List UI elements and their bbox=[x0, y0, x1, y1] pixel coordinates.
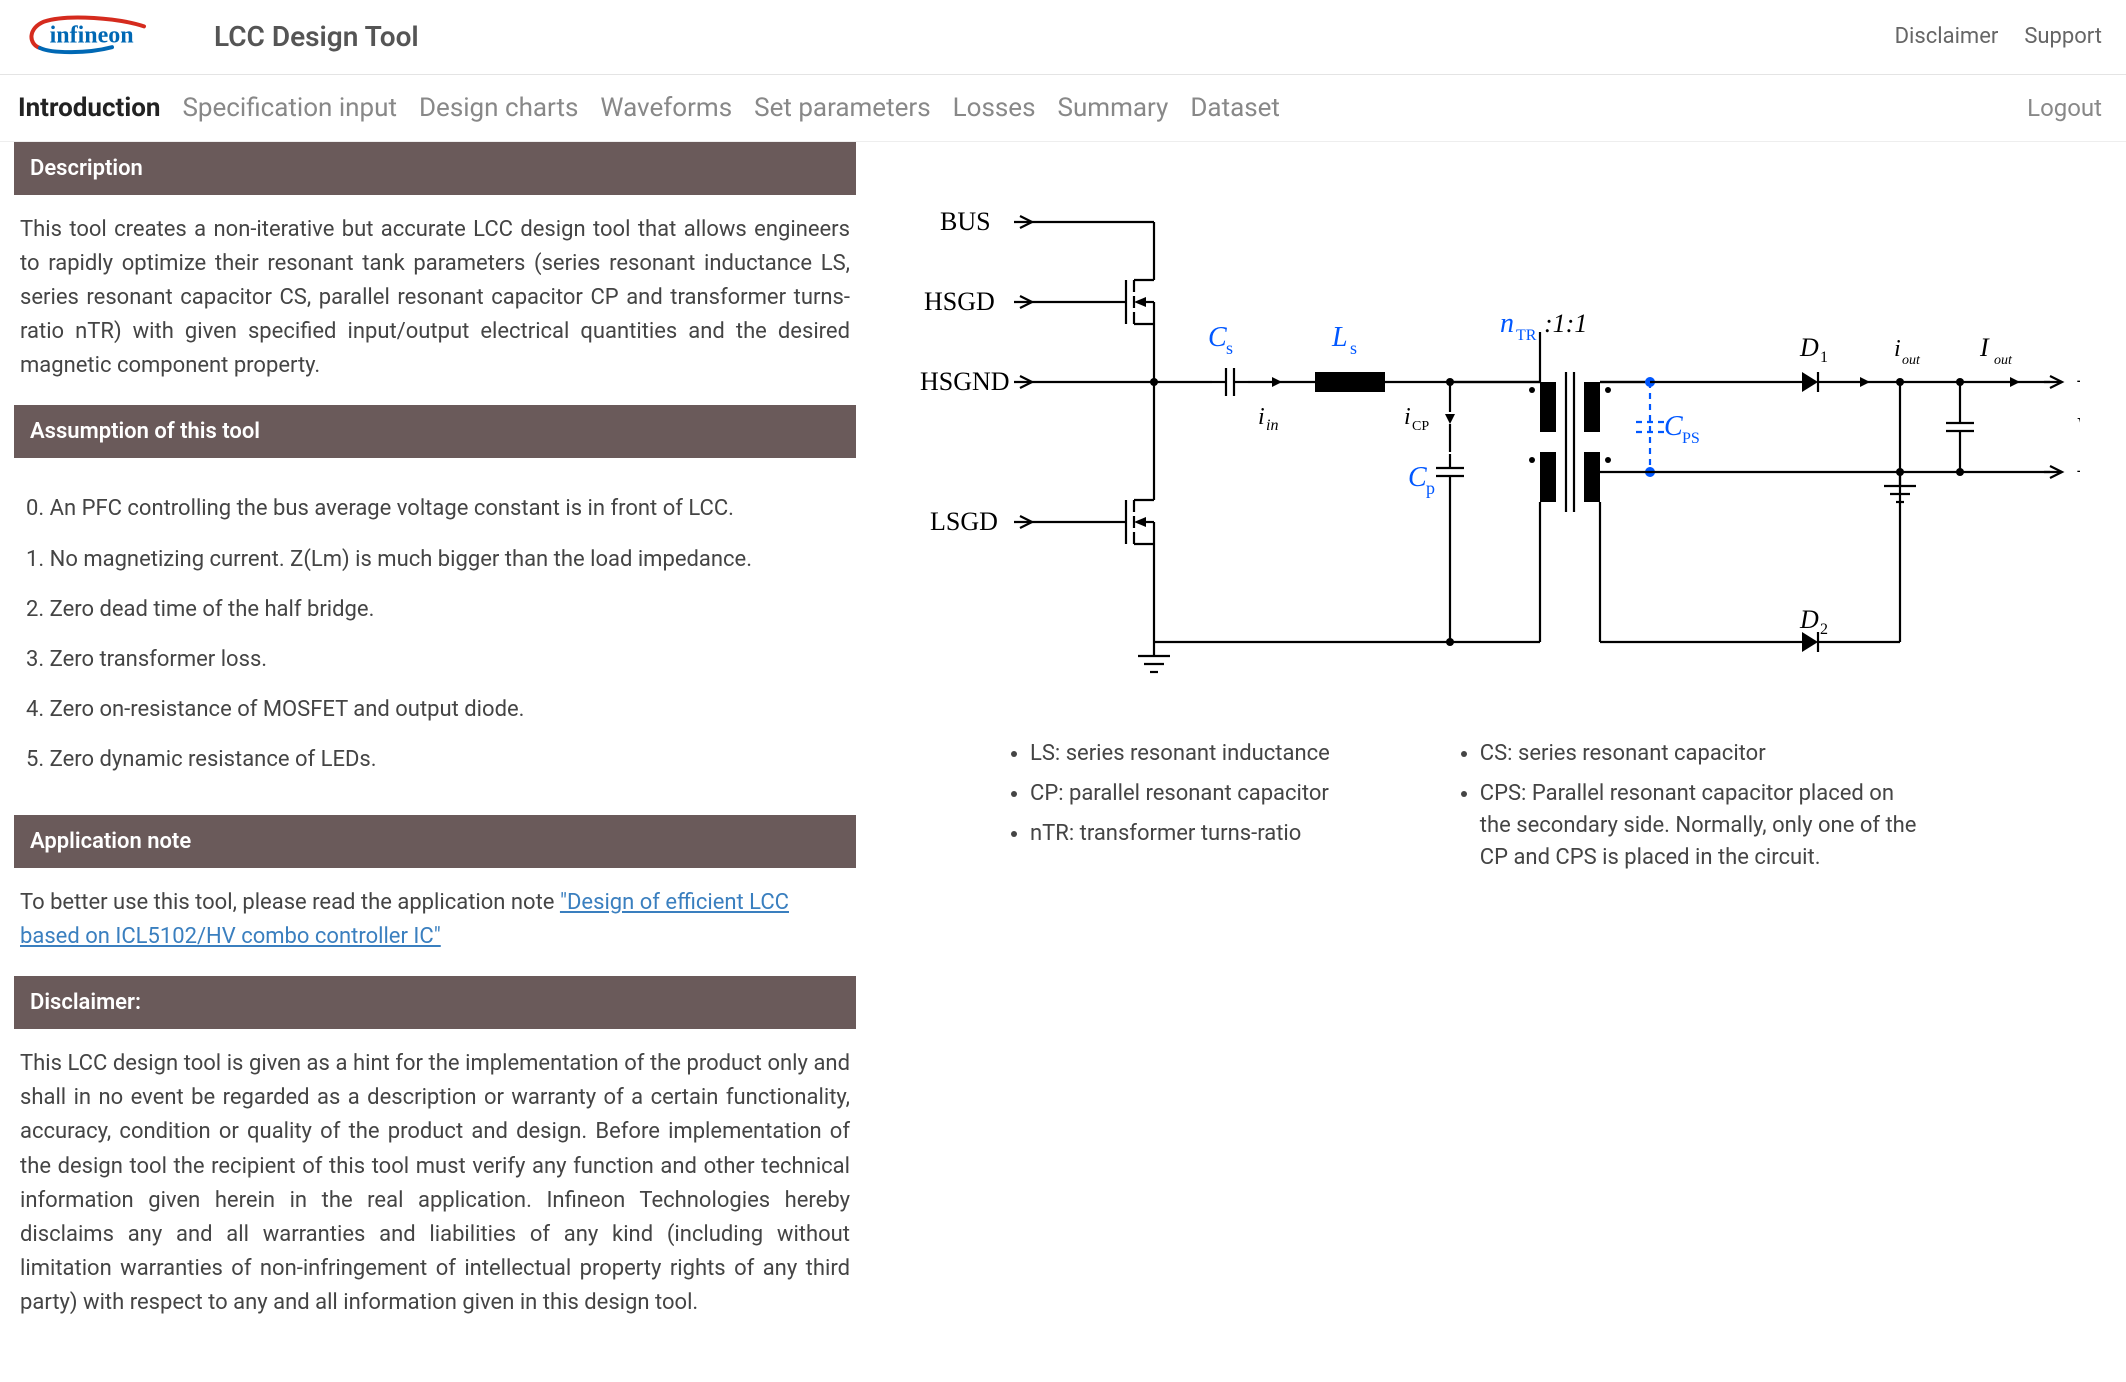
tab-design-charts[interactable]: Design charts bbox=[419, 93, 578, 123]
svg-text:LSGD: LSGD bbox=[930, 507, 998, 536]
svg-text:+: + bbox=[2076, 367, 2080, 396]
disclaimer-header: Disclaimer: bbox=[14, 976, 856, 1029]
svg-text:D: D bbox=[1799, 605, 1819, 634]
svg-text:L: L bbox=[1331, 322, 1348, 353]
svg-text:HSGND: HSGND bbox=[920, 367, 1010, 396]
svg-text:PS: PS bbox=[1682, 430, 1700, 447]
disclaimer-body: This LCC design tool is given as a hint … bbox=[14, 1029, 856, 1342]
tab-losses[interactable]: Losses bbox=[953, 93, 1036, 123]
svg-text:p: p bbox=[1426, 478, 1435, 498]
svg-text:2: 2 bbox=[1820, 621, 1828, 638]
svg-text:D: D bbox=[1799, 333, 1819, 362]
svg-text:C: C bbox=[1664, 411, 1683, 442]
app-note-prefix: To better use this tool, please read the… bbox=[20, 890, 560, 915]
header-left: infineon LCC Design Tool bbox=[24, 12, 419, 60]
assumption-item: 5. Zero dynamic resistance of LEDs. bbox=[26, 743, 850, 777]
svg-text:HSGD: HSGD bbox=[924, 287, 995, 316]
svg-text:out: out bbox=[1994, 353, 2013, 368]
top-header: infineon LCC Design Tool Disclaimer Supp… bbox=[0, 0, 2126, 75]
right-column: BUSHSGDHSGNDLSGDCsiinLsiCPCpnTR:1:1CPSD1… bbox=[910, 142, 2126, 1342]
svg-text::1:1: :1:1 bbox=[1544, 309, 1587, 338]
logout-link[interactable]: Logout bbox=[2027, 94, 2102, 122]
svg-text:i: i bbox=[1404, 404, 1411, 430]
left-column: Description This tool creates a non-iter… bbox=[0, 142, 870, 1342]
tab-summary[interactable]: Summary bbox=[1058, 93, 1169, 123]
tab-introduction[interactable]: Introduction bbox=[18, 93, 160, 123]
app-note-header: Application note bbox=[14, 815, 856, 868]
svg-text:infineon: infineon bbox=[50, 22, 134, 48]
legend-item: nTR: transformer turns-ratio bbox=[1030, 818, 1330, 850]
legend-left: LS: series resonant inductance CP: paral… bbox=[1000, 730, 1330, 882]
infineon-logo: infineon bbox=[24, 12, 184, 60]
app-note-body: To better use this tool, please read the… bbox=[14, 868, 856, 976]
support-link[interactable]: Support bbox=[2024, 24, 2102, 49]
legend-item: LS: series resonant inductance bbox=[1030, 738, 1330, 770]
disclaimer-link[interactable]: Disclaimer bbox=[1895, 24, 1999, 49]
main-content: Description This tool creates a non-iter… bbox=[0, 142, 2126, 1382]
assumption-list: 0. An PFC controlling the bus average vo… bbox=[20, 492, 850, 777]
description-body: This tool creates a non-iterative but ac… bbox=[14, 195, 856, 405]
svg-text:C: C bbox=[1208, 322, 1227, 353]
header-links: Disclaimer Support bbox=[1895, 24, 2102, 49]
tab-waveforms[interactable]: Waveforms bbox=[600, 93, 732, 123]
svg-text:V: V bbox=[2076, 413, 2080, 444]
legend-item: CP: parallel resonant capacitor bbox=[1030, 778, 1330, 810]
legend-item: CS: series resonant capacitor bbox=[1480, 738, 1920, 770]
svg-text:1: 1 bbox=[1820, 349, 1828, 366]
tabs: Introduction Specification input Design … bbox=[18, 93, 1280, 123]
assumption-item: 4. Zero on-resistance of MOSFET and outp… bbox=[26, 693, 850, 727]
svg-text:i: i bbox=[1894, 336, 1901, 362]
tab-dataset[interactable]: Dataset bbox=[1190, 93, 1280, 123]
assumptions-body: 0. An PFC controlling the bus average vo… bbox=[14, 458, 856, 815]
tab-specification-input[interactable]: Specification input bbox=[182, 93, 397, 123]
tab-set-parameters[interactable]: Set parameters bbox=[754, 93, 930, 123]
assumption-item: 2. Zero dead time of the half bridge. bbox=[26, 593, 850, 627]
svg-text:C: C bbox=[1408, 462, 1427, 493]
svg-text:−: − bbox=[2076, 457, 2080, 486]
assumption-item: 3. Zero transformer loss. bbox=[26, 643, 850, 677]
assumptions-header: Assumption of this tool bbox=[14, 405, 856, 458]
svg-text:s: s bbox=[1226, 338, 1233, 358]
description-header: Description bbox=[14, 142, 856, 195]
svg-text:TR: TR bbox=[1516, 327, 1537, 344]
legend-right: CS: series resonant capacitor CPS: Paral… bbox=[1450, 730, 1920, 882]
svg-text:I: I bbox=[1979, 333, 1990, 362]
svg-text:s: s bbox=[1350, 338, 1357, 358]
tool-title: LCC Design Tool bbox=[214, 20, 419, 53]
legend-item: CPS: Parallel resonant capacitor placed … bbox=[1480, 778, 1920, 874]
legend: LS: series resonant inductance CP: paral… bbox=[910, 720, 2086, 882]
svg-text:in: in bbox=[1266, 417, 1278, 434]
svg-text:out: out bbox=[1902, 353, 1921, 368]
svg-text:i: i bbox=[1258, 404, 1265, 430]
svg-text:n: n bbox=[1500, 308, 1514, 339]
circuit-diagram: BUSHSGDHSGNDLSGDCsiinLsiCPCpnTR:1:1CPSD1… bbox=[910, 162, 2086, 720]
assumption-item: 0. An PFC controlling the bus average vo… bbox=[26, 492, 850, 526]
tab-bar: Introduction Specification input Design … bbox=[0, 75, 2126, 142]
svg-text:BUS: BUS bbox=[940, 207, 991, 236]
assumption-item: 1. No magnetizing current. Z(Lm) is much… bbox=[26, 543, 850, 577]
svg-text:CP: CP bbox=[1412, 419, 1429, 434]
